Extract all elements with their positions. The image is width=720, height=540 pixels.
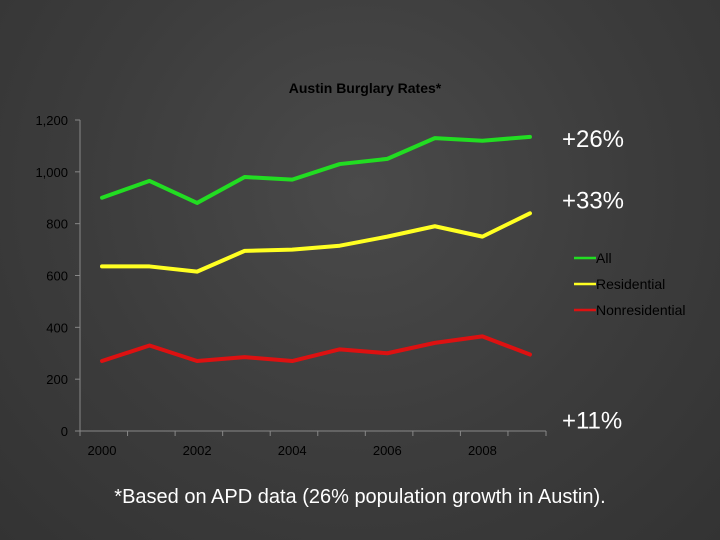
- chart-series: [100, 134, 532, 364]
- annotation-all: +26%: [562, 126, 624, 153]
- x-tick-label: 2004: [278, 443, 307, 458]
- x-tick-label: 2006: [373, 443, 402, 458]
- chart-annotations: +26% +33% +11%: [562, 126, 624, 435]
- chart-axes: 0 200 400 600 800 1,000 1,200 2000 2002 2004 2006 2…: [35, 113, 547, 458]
- y-tick-label: 800: [46, 217, 68, 232]
- y-tick-label: 600: [46, 269, 68, 284]
- legend-label: Residential: [596, 276, 665, 292]
- series-line-all: [100, 134, 532, 205]
- y-tick-label: 1,200: [35, 113, 68, 128]
- chart-title: Austin Burglary Rates*: [289, 80, 442, 96]
- chart-legend: All Residential Nonresidential: [574, 250, 686, 318]
- y-tick-label: 0: [61, 424, 68, 439]
- x-tick-label: 2002: [183, 443, 212, 458]
- x-tick-label: 2008: [468, 443, 497, 458]
- legend-label: Nonresidential: [596, 302, 686, 318]
- annotation-nonresidential: +11%: [562, 408, 622, 435]
- y-tick-label: 1,000: [35, 165, 68, 180]
- x-tick-label: 2000: [88, 443, 117, 458]
- series-line-residential: [100, 211, 532, 274]
- series-line-nonresidential: [100, 334, 532, 364]
- y-tick-label: 200: [46, 372, 68, 387]
- footnote: *Based on APD data (26% population growt…: [114, 486, 606, 508]
- legend-label: All: [596, 250, 612, 266]
- annotation-residential: +33%: [562, 187, 624, 214]
- y-tick-label: 400: [46, 320, 68, 335]
